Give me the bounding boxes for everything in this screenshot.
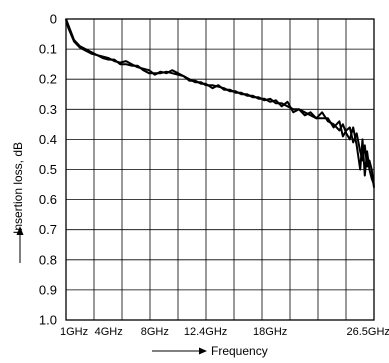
y-tick-labels: 0 0.1 0.2 0.3 0.4 0.5 0.6 0.7 0.8 0.9 1.0 <box>39 12 57 328</box>
y-tick-label: 1.0 <box>39 313 57 328</box>
y-tick-label: 0.9 <box>39 282 57 297</box>
y-tick-label: 0 <box>50 12 57 27</box>
x-tick-label: 18GHz <box>253 326 287 338</box>
series-line-2 <box>65 18 375 188</box>
x-axis-label: Frequency <box>211 344 268 358</box>
y-tick-label: 0.5 <box>39 162 57 177</box>
y-tick-label: 0.4 <box>39 132 57 147</box>
y-tick-label: 0.8 <box>39 252 57 267</box>
x-tick-label: 1GHz <box>60 326 88 338</box>
y-tick-label: 0.2 <box>39 72 57 87</box>
y-tick-label: 0.1 <box>39 42 57 57</box>
x-tick-label: 12.4GHz <box>184 326 227 338</box>
x-tick-label: 26.5GHz <box>347 326 389 338</box>
x-tick-label: 8GHz <box>141 326 169 338</box>
x-axis-arrow-head <box>199 347 207 355</box>
y-tick-label: 0.6 <box>39 192 57 207</box>
y-axis-arrow-head <box>16 226 24 235</box>
series-group <box>65 18 375 188</box>
grid <box>66 18 374 321</box>
y-tick-label: 0.3 <box>39 102 57 117</box>
plot-frame <box>65 18 375 321</box>
y-tick-label: 0.7 <box>39 222 57 237</box>
series-line-1 <box>65 18 375 185</box>
x-tick-labels: 1GHz 4GHz 8GHz 12.4GHz 18GHz 26.5GHz <box>60 326 389 338</box>
y-axis-label: Insertion loss, dB <box>11 142 25 234</box>
x-tick-label: 4GHz <box>95 326 123 338</box>
